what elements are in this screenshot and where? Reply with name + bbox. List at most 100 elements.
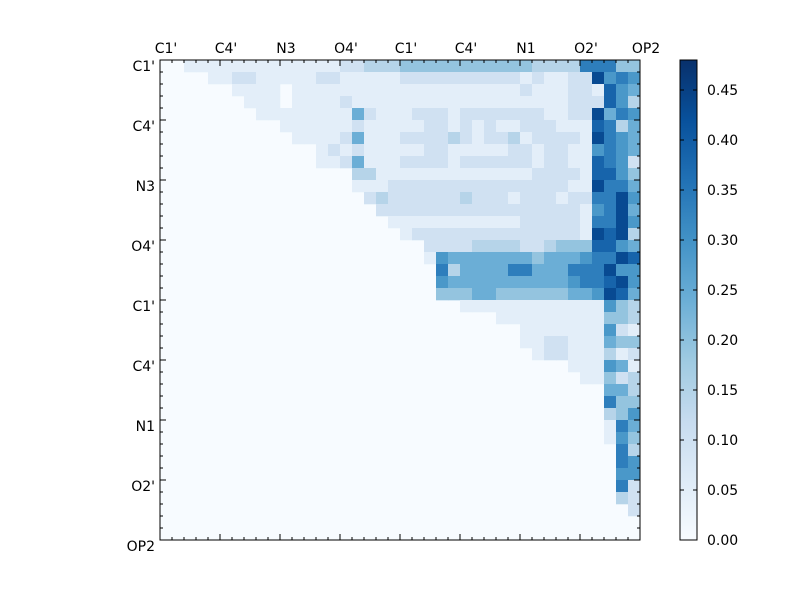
heatmap-cell xyxy=(580,348,593,361)
heatmap-cell xyxy=(388,120,401,133)
heatmap-cell xyxy=(616,204,629,217)
heatmap-cell xyxy=(472,72,485,85)
heatmap-cell xyxy=(460,84,473,97)
heatmap-cell xyxy=(592,192,605,205)
heatmap-cell xyxy=(532,264,545,277)
heatmap-cell xyxy=(424,84,437,97)
heatmap-cell xyxy=(556,264,569,277)
heatmap-cell xyxy=(436,252,449,265)
heatmap-cell xyxy=(628,192,641,205)
heatmap-cell xyxy=(616,228,629,241)
heatmap-cell xyxy=(400,228,413,241)
heatmap-cell xyxy=(496,240,509,253)
heatmap-cell xyxy=(508,156,521,169)
heatmap-cell xyxy=(604,372,617,385)
heatmap-cell xyxy=(556,312,569,325)
heatmap-cell xyxy=(556,336,569,349)
heatmap-cell xyxy=(592,276,605,289)
heatmap-cell xyxy=(412,72,425,85)
heatmap-cell xyxy=(592,216,605,229)
heatmap-cell xyxy=(448,132,461,145)
heatmap-cell xyxy=(532,156,545,169)
heatmap-cell xyxy=(556,300,569,313)
heatmap-cell xyxy=(616,252,629,265)
heatmap-cell xyxy=(616,120,629,133)
heatmap-cell xyxy=(376,132,389,145)
heatmap-cell xyxy=(520,84,533,97)
heatmap-cell xyxy=(280,72,293,85)
heatmap-cell xyxy=(436,144,449,157)
heatmap-cell xyxy=(520,288,533,301)
heatmap-cell xyxy=(268,72,281,85)
heatmap-cell xyxy=(604,132,617,145)
heatmap-cell xyxy=(568,216,581,229)
heatmap-cell xyxy=(628,396,641,409)
heatmap-cell xyxy=(604,240,617,253)
heatmap-cell xyxy=(292,84,305,97)
heatmap-cell xyxy=(568,84,581,97)
heatmap-cell xyxy=(556,288,569,301)
y-tick-label: C4' xyxy=(132,119,155,135)
heatmap-cell xyxy=(412,168,425,181)
heatmap-cell xyxy=(628,108,641,121)
heatmap-cell xyxy=(604,348,617,361)
heatmap-cell xyxy=(364,84,377,97)
heatmap-cell xyxy=(508,132,521,145)
heatmap-cell xyxy=(628,240,641,253)
heatmap-cell xyxy=(568,324,581,337)
heatmap-cell xyxy=(484,240,497,253)
heatmap-cell xyxy=(604,384,617,397)
heatmap-cell xyxy=(532,84,545,97)
heatmap-cell xyxy=(448,192,461,205)
heatmap-cell xyxy=(580,204,593,217)
heatmap-cell xyxy=(460,120,473,133)
heatmap-cell xyxy=(604,168,617,181)
heatmap-cell xyxy=(508,276,521,289)
heatmap-cell xyxy=(616,276,629,289)
heatmap-cell xyxy=(628,312,641,325)
heatmap-cell xyxy=(256,96,269,109)
heatmap-cell xyxy=(556,60,569,73)
heatmap-cell xyxy=(580,120,593,133)
heatmap-cell xyxy=(520,156,533,169)
heatmap-cell xyxy=(628,504,641,517)
heatmap-cell xyxy=(568,360,581,373)
heatmap-cell xyxy=(472,228,485,241)
heatmap-cell xyxy=(496,156,509,169)
heatmap-cell xyxy=(580,60,593,73)
heatmap-cell xyxy=(544,288,557,301)
heatmap-cell xyxy=(424,60,437,73)
heatmap-cell xyxy=(616,396,629,409)
heatmap-cell xyxy=(568,144,581,157)
heatmap-cell xyxy=(628,144,641,157)
heatmap-cell xyxy=(460,204,473,217)
y-tick-label: C1' xyxy=(132,299,155,315)
heatmap-cell xyxy=(628,444,641,457)
heatmap-cell xyxy=(460,216,473,229)
heatmap-cell xyxy=(556,348,569,361)
heatmap-cell xyxy=(472,156,485,169)
heatmap-cell xyxy=(496,108,509,121)
heatmap-cell xyxy=(316,156,329,169)
heatmap-cell xyxy=(628,288,641,301)
heatmap-cell xyxy=(580,252,593,265)
heatmap-cell xyxy=(304,60,317,73)
heatmap-cell xyxy=(436,264,449,277)
heatmap-cell xyxy=(448,228,461,241)
heatmap-cell xyxy=(316,60,329,73)
heatmap-cell xyxy=(592,252,605,265)
heatmap-cell xyxy=(448,60,461,73)
heatmap-cell xyxy=(400,60,413,73)
heatmap-cell xyxy=(352,96,365,109)
heatmap-cell xyxy=(484,204,497,217)
heatmap-cell xyxy=(376,108,389,121)
x-tick-label: C1' xyxy=(155,41,178,57)
heatmap-cell xyxy=(484,216,497,229)
heatmap-cell xyxy=(580,132,593,145)
heatmap-cell xyxy=(364,144,377,157)
heatmap-cell xyxy=(520,300,533,313)
heatmap-cell xyxy=(592,180,605,193)
heatmap-cell xyxy=(460,180,473,193)
heatmap-cell xyxy=(604,96,617,109)
heatmap-cell xyxy=(616,144,629,157)
